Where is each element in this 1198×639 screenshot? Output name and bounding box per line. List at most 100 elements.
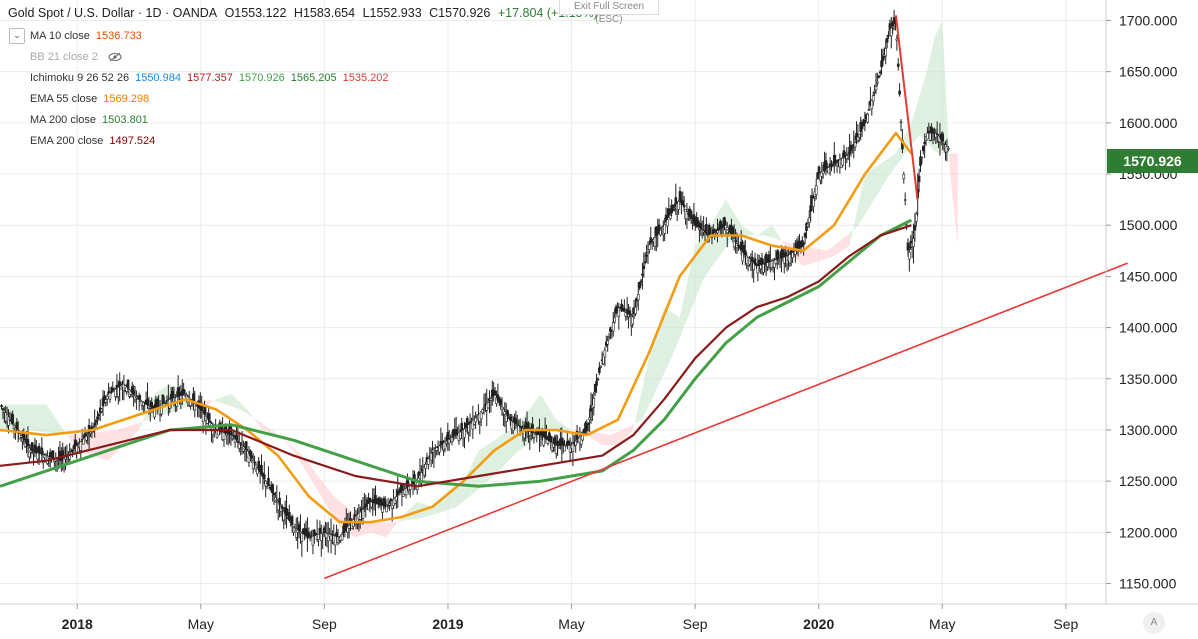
candle-body	[397, 493, 401, 496]
cloud-segment	[695, 235, 703, 300]
candle-body	[300, 532, 304, 542]
candle-body	[244, 441, 248, 450]
cloud-segment	[270, 428, 279, 436]
candle-body	[86, 434, 90, 437]
candle-body	[870, 100, 874, 110]
cloud-segment	[494, 435, 503, 476]
candle-body	[781, 249, 785, 258]
candle-body	[222, 432, 226, 440]
y-tick-label: 1450.000	[1119, 268, 1178, 284]
candle-body	[51, 450, 55, 459]
candle-body	[429, 452, 433, 461]
cloud-segment	[841, 232, 850, 251]
cloud-segment	[455, 481, 464, 508]
indicator-row[interactable]: MA 10 close 1536.733	[30, 27, 148, 45]
candle-body	[126, 379, 130, 389]
candle-body	[379, 498, 383, 506]
cloud-segment	[231, 394, 240, 409]
cloud-segment	[208, 399, 217, 405]
candle-body	[941, 133, 945, 142]
indicator-row[interactable]: EMA 200 close 1497.524	[30, 132, 161, 150]
candle-body	[896, 63, 900, 67]
cloud-segment	[393, 516, 402, 528]
indicator-label: MA 200 close	[30, 114, 97, 126]
candle-body	[636, 294, 640, 301]
candle-body	[465, 418, 469, 427]
candle-body	[271, 484, 274, 493]
candle-body	[898, 90, 901, 95]
candle-body	[331, 534, 334, 536]
candle-body	[598, 367, 601, 373]
candle-body	[262, 474, 266, 480]
cloud-segment	[911, 97, 920, 146]
cloud-segment	[285, 441, 294, 451]
candle-body	[7, 416, 10, 426]
cloud-segment	[625, 424, 634, 438]
candle-body	[926, 132, 929, 140]
candle-body	[895, 38, 899, 41]
candle-body	[75, 445, 78, 453]
candle-body	[267, 477, 270, 487]
candle-body	[942, 142, 946, 145]
candle-body	[89, 431, 92, 435]
candle-body	[663, 224, 666, 234]
x-tick-label: 2018	[62, 616, 93, 632]
candle-body	[641, 273, 644, 276]
candle-body	[541, 431, 544, 437]
indicator-value: 1503.801	[102, 114, 148, 126]
candle-body	[723, 217, 726, 227]
candle-body	[71, 449, 74, 452]
indicator-value: 1569.298	[103, 93, 150, 105]
candle-body	[110, 391, 113, 393]
candle-body	[716, 230, 719, 234]
cloud-segment	[139, 412, 147, 430]
candle-body	[385, 505, 388, 513]
cloud-segment	[826, 245, 835, 259]
indicator-value: 1497.524	[109, 135, 156, 147]
candle-body	[288, 512, 291, 521]
candle-body	[281, 506, 284, 510]
candle-body	[656, 231, 660, 235]
candle-body	[509, 416, 512, 421]
cloud-segment	[942, 20, 950, 172]
candle-body	[789, 250, 793, 254]
exit-fullscreen-button[interactable]: Exit Full Screen (ESC)	[559, 0, 659, 25]
candle-body	[595, 380, 598, 386]
candle-body	[677, 201, 680, 210]
candle-body	[607, 335, 611, 338]
candle-body	[511, 421, 515, 431]
cloud-segment	[293, 447, 302, 464]
candle-body	[638, 281, 641, 289]
candle-body	[1, 408, 5, 410]
candle-body	[774, 259, 778, 264]
y-tick-label: 1650.000	[1119, 64, 1178, 80]
indicator-row[interactable]: MA 200 close 1503.801	[30, 111, 154, 129]
candle-body	[902, 173, 906, 180]
cloud-segment	[131, 422, 140, 438]
indicator-row[interactable]: BB 21 close 2	[30, 48, 122, 66]
candle-body	[753, 258, 757, 265]
auto-scale-icon[interactable]: A	[1143, 612, 1165, 634]
candle-body	[232, 435, 236, 438]
cloud-segment	[764, 225, 773, 238]
candle-body	[634, 307, 637, 315]
candle-body	[311, 535, 315, 546]
candle-body	[807, 217, 811, 224]
collapse-legend-icon[interactable]: ⌄	[9, 28, 25, 44]
indicator-row[interactable]: EMA 55 close 1569.298	[30, 90, 155, 108]
hidden-eye-icon[interactable]	[108, 52, 122, 62]
candle-body	[657, 224, 661, 233]
candle-body	[36, 452, 39, 460]
candle-body	[22, 433, 26, 441]
candle-body	[499, 399, 502, 405]
x-tick-label: May	[929, 616, 955, 632]
candle-body	[757, 259, 761, 266]
candle-body	[763, 263, 767, 265]
indicator-row[interactable]: Ichimoku 9 26 52 26 1550.984 1577.357 1570.…	[30, 69, 395, 87]
candle-body	[928, 132, 932, 141]
cloud-segment	[857, 174, 866, 227]
candle-body	[26, 439, 30, 447]
candle-body	[678, 191, 682, 201]
candle-body	[628, 310, 632, 316]
